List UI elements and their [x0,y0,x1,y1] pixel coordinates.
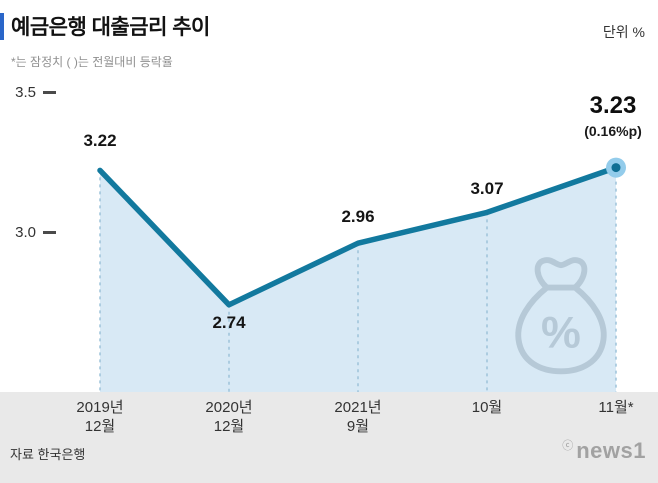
y-axis-tick-mark [43,231,56,234]
point-value-label: 3.07 [470,179,504,198]
money-bag-icon: % [515,257,607,375]
unit-label: 단위 % [602,24,645,40]
highlight-marker-inner [611,163,621,173]
footnote-legend: *는 잠정치 ( )는 전월대비 등락율 [11,55,173,69]
news1-logo: ⓒ news1 [562,437,646,464]
chart-dashed-guides [99,167,617,392]
x-axis-label-line2: 12월 [84,418,116,435]
point-value-label: 2.96 [341,207,375,226]
y-axis-tick-label-3-5: 3.5 [15,84,36,101]
chart-line [97,164,619,308]
x-axis-band [0,392,658,483]
news1-logo-text: news1 [576,438,646,463]
copyright-icon: ⓒ [562,440,574,452]
x-axis-label-line1: 10월 [471,399,503,416]
x-axis-label-line2: 9월 [346,418,370,435]
money-bag-body [515,284,607,375]
x-axis-label-line1: 2019년 [76,399,124,416]
page-title: 예금은행 대출금리 추이 [11,16,210,39]
x-axis-label: 2020년 12월 [205,398,252,436]
x-axis-label: 11월* [598,398,633,417]
x-axis-label: 2019년 12월 [76,398,123,436]
source-label: 자료 한국은행 [10,447,86,462]
money-bag-percent-glyph: % [541,307,581,358]
highlight-value-label: 3.23 [589,92,637,119]
title-accent-bar [0,13,4,40]
point-value-label: 2.74 [212,313,246,332]
x-axis-label: 10월 [472,398,503,417]
x-axis-label-line1: 2020년 [205,399,253,416]
x-axis-label: 2021년 9월 [334,398,381,436]
x-axis-label-line1: 2021년 [334,399,382,416]
money-bag-ears [534,257,588,291]
x-axis-label-line1: 11월* [598,399,634,416]
y-axis-tick-label-3-0: 3.0 [15,224,36,241]
point-value-label: 3.22 [83,131,117,150]
highlight-change-label: (0.16%p) [584,123,642,139]
x-axis-label-line2: 12월 [213,418,245,435]
y-axis-tick-mark [43,91,56,94]
